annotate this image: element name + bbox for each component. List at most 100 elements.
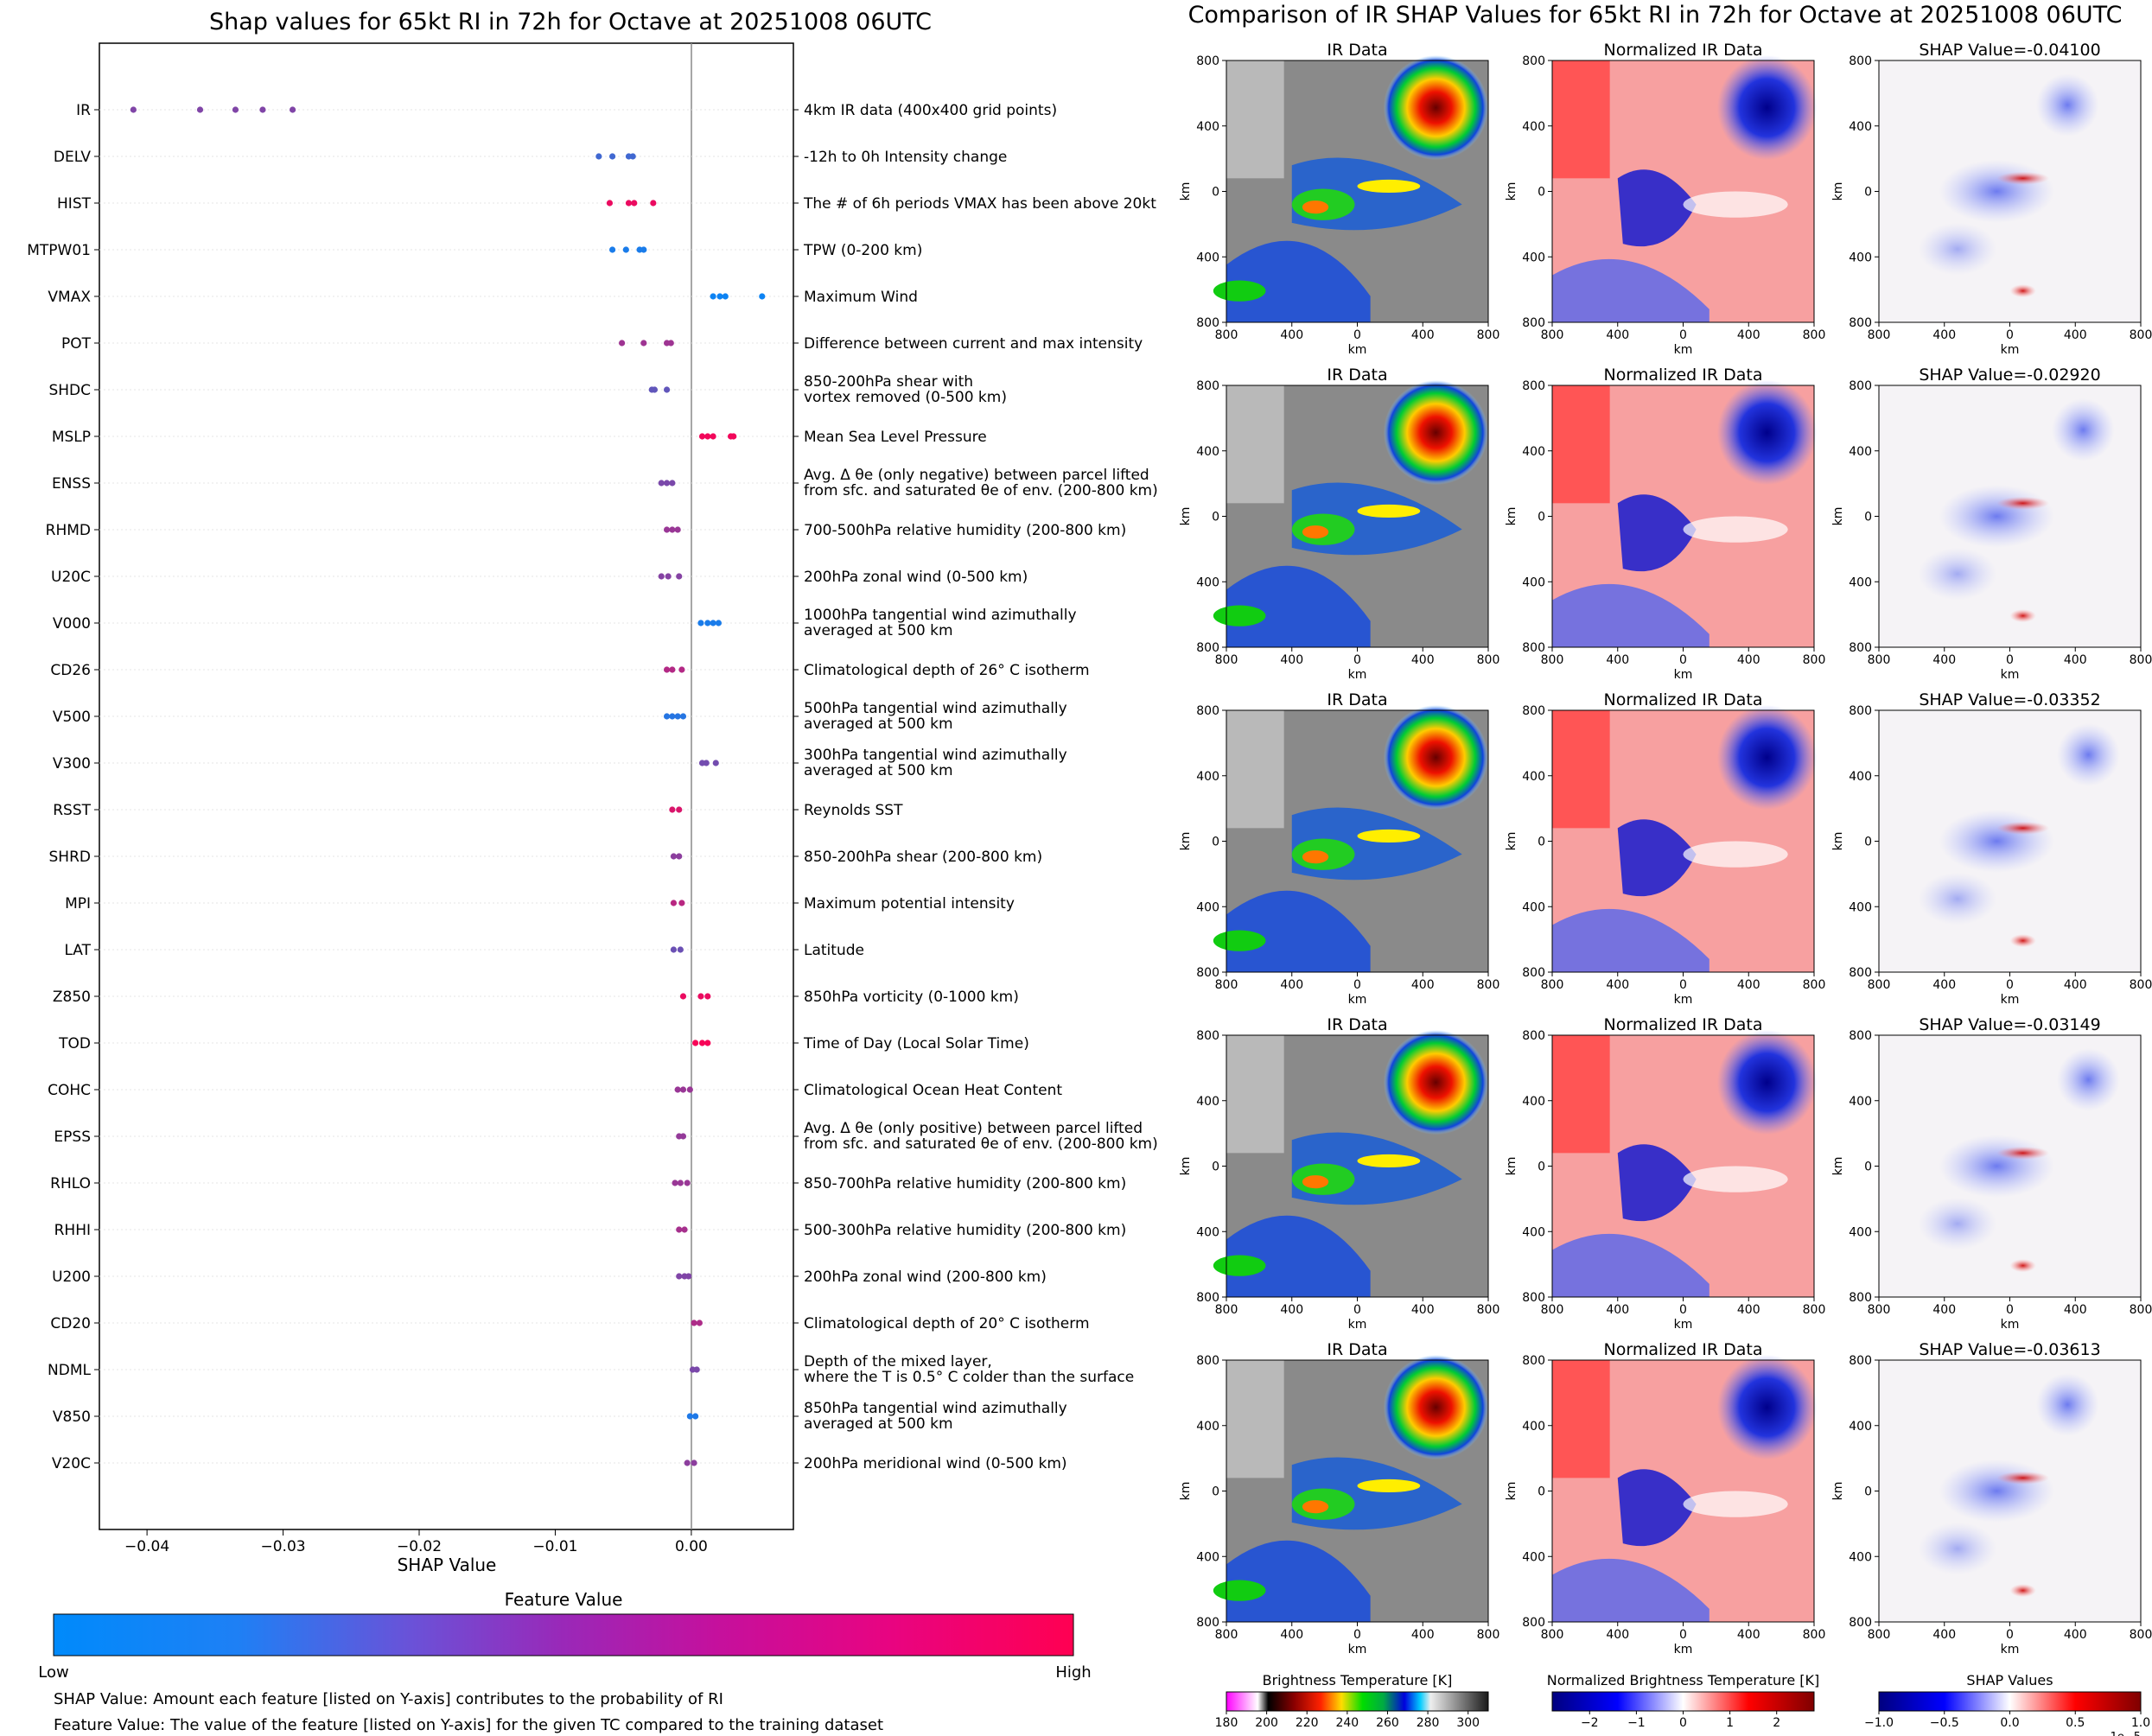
- ir-convective-core: [1302, 200, 1329, 214]
- map-x-tick-label: 0: [2006, 1628, 2014, 1642]
- shap-point: [692, 1040, 699, 1046]
- shap-point: [704, 433, 711, 440]
- norm-storm: [1716, 1354, 1818, 1460]
- ir-clear-region: [1226, 1360, 1284, 1478]
- shap-point: [676, 853, 683, 860]
- map-y-axis-label: km: [1179, 182, 1193, 201]
- feature-name: V500: [53, 709, 91, 726]
- map-y-tick-label: 800: [1522, 966, 1545, 980]
- shap-negative-region: [2035, 1373, 2099, 1436]
- shap-point: [674, 1086, 681, 1093]
- map-y-tick-label: 400: [1522, 1420, 1545, 1434]
- note-shap-value: SHAP Value: Amount each feature [listed …: [54, 1690, 723, 1708]
- map-x-tick-label: 400: [1411, 328, 1435, 342]
- shap-point: [670, 900, 678, 906]
- shap-point: [196, 106, 204, 113]
- map-y-tick-label: 400: [1522, 1095, 1545, 1109]
- map-y-tick-label: 0: [1864, 1485, 1872, 1499]
- shap-point: [698, 433, 706, 440]
- colorbar-title: SHAP Values: [1966, 1672, 2053, 1688]
- ir-convective-core: [1302, 525, 1329, 539]
- feature-description: Mean Sea Level Pressure: [804, 429, 987, 446]
- map-y-tick-label: 400: [1522, 251, 1545, 264]
- feature-description: Time of Day (Local Solar Time): [803, 1035, 1029, 1052]
- shap-point: [619, 340, 626, 347]
- map-x-tick-label: 400: [1280, 653, 1303, 667]
- map-x-tick-label: 800: [1803, 1628, 1826, 1642]
- shap-point: [663, 666, 671, 673]
- colorbar-tick-label: −0.5: [1930, 1716, 1959, 1730]
- map-x-tick-label: 800: [1541, 1628, 1564, 1642]
- map-x-tick-label: 400: [2064, 328, 2087, 342]
- shap-point: [640, 340, 647, 347]
- shap-point: [663, 386, 671, 393]
- ir-clear-region: [1226, 1035, 1284, 1154]
- colorbar-tick-label: 180: [1215, 1716, 1238, 1730]
- feature-description: averaged at 500 km: [804, 715, 953, 733]
- shap-negative-region: [2057, 723, 2120, 786]
- map-y-tick-label: 800: [1522, 1291, 1545, 1305]
- norm-warm-region: [1552, 60, 1610, 179]
- map-y-tick-label: 800: [1522, 54, 1545, 68]
- shap-point: [674, 526, 681, 533]
- feature-description: Climatological depth of 20° C isotherm: [804, 1315, 1090, 1332]
- shap-point: [678, 666, 685, 673]
- map-frame: [1551, 385, 1815, 648]
- shap-positive-region: [2009, 1584, 2036, 1598]
- map-y-tick-label: 400: [1522, 120, 1545, 134]
- map-y-tick-label: 400: [1522, 1225, 1545, 1239]
- map-frame: [1551, 709, 1815, 973]
- colorbar-tick-label: 2: [1773, 1716, 1780, 1730]
- map-y-tick-label: 800: [1522, 1029, 1545, 1043]
- norm-cold-band: [1552, 583, 1710, 647]
- shap-point: [678, 900, 685, 906]
- colorbar-tick-label: 200: [1255, 1716, 1278, 1730]
- feature-name: V20C: [52, 1455, 91, 1472]
- norm-cold-cloud: [1617, 169, 1697, 247]
- feature-name: U20C: [51, 569, 91, 586]
- map-x-tick-label: 400: [1280, 328, 1303, 342]
- map-x-tick-label: 800: [2130, 653, 2152, 667]
- shap-point: [259, 106, 266, 113]
- ir-comparison-grid: Comparison of IR SHAP Values for 65kt RI…: [1179, 2, 2152, 1736]
- shap-positive-region: [1996, 496, 2049, 510]
- panel-title-normalized: Normalized IR Data: [1604, 690, 1763, 709]
- map-x-tick-label: 400: [1280, 1303, 1303, 1317]
- map-x-tick-label: 800: [1803, 653, 1826, 667]
- feature-name: TOD: [58, 1035, 91, 1052]
- feature-description: 500hPa tangential wind azimuthally: [804, 700, 1067, 717]
- norm-neutral-band: [1683, 841, 1788, 868]
- map-x-tick-label: 400: [1932, 653, 1956, 667]
- plot-frame: [99, 42, 794, 1530]
- feature-description: The # of 6h periods VMAX has been above …: [803, 195, 1156, 213]
- map-x-tick-label: 800: [1803, 978, 1826, 992]
- map-x-tick-label: 800: [1477, 1303, 1500, 1317]
- map-x-tick-label: 400: [1606, 653, 1629, 667]
- shap-point: [130, 106, 137, 113]
- map-x-tick-label: 800: [1803, 328, 1826, 342]
- feature-description: 1000hPa tangential wind azimuthally: [804, 607, 1077, 624]
- panel-title-ir: IR Data: [1327, 41, 1387, 60]
- feature-description: Climatological depth of 26° C isotherm: [804, 662, 1090, 679]
- map-y-tick-label: 800: [1522, 379, 1545, 393]
- map-frame: [1551, 1034, 1815, 1298]
- panel-title-ir: IR Data: [1327, 1015, 1387, 1034]
- norm-warm-region: [1552, 1360, 1610, 1478]
- feature-description: 850-200hPa shear (200-800 km): [804, 849, 1042, 866]
- shap-point: [663, 713, 671, 720]
- shap-point: [676, 573, 683, 580]
- feature-name: HIST: [57, 195, 92, 213]
- feature-name: SHRD: [49, 849, 91, 866]
- ir-convective-core: [1302, 850, 1329, 864]
- map-y-tick-label: 400: [1849, 251, 1872, 264]
- map-x-tick-label: 400: [2064, 653, 2087, 667]
- feature-name: V000: [53, 615, 91, 633]
- map-y-tick-label: 800: [1849, 316, 1872, 330]
- norm-storm: [1716, 704, 1818, 811]
- map-x-tick-label: 400: [2064, 1303, 2087, 1317]
- map-y-tick-label: 800: [1849, 1291, 1872, 1305]
- colorbar-tick-label: −2: [1581, 1716, 1599, 1730]
- feature-description: 300hPa tangential wind azimuthally: [804, 747, 1067, 764]
- map-x-tick-label: 400: [1606, 1628, 1629, 1642]
- feature-name: SHDC: [48, 382, 91, 399]
